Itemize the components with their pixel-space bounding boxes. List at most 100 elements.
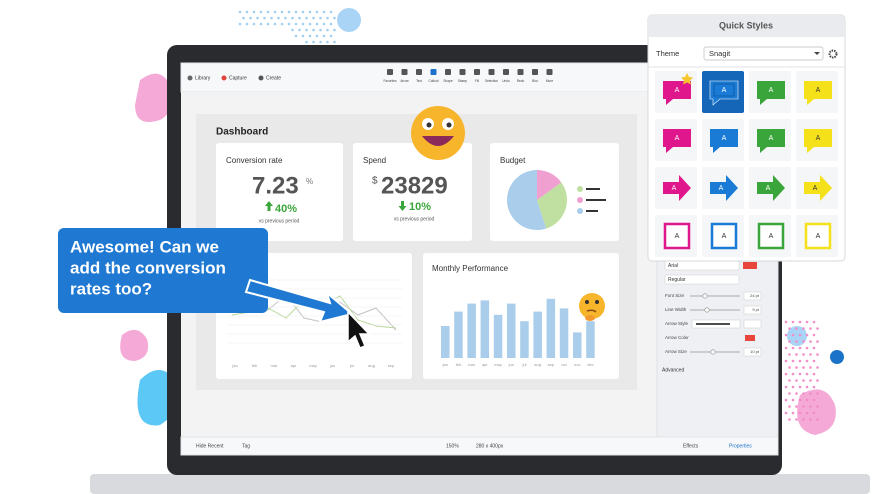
tool-icon[interactable] <box>474 69 480 75</box>
x-tick-label: sep <box>388 363 395 368</box>
dot <box>802 418 805 421</box>
color-swatch[interactable] <box>745 335 755 341</box>
dot <box>795 379 798 382</box>
status-item[interactable]: Hide Recent <box>196 443 224 449</box>
x-tick-label: sep <box>548 362 555 367</box>
dot <box>259 10 263 14</box>
status-item[interactable]: Properties <box>729 443 752 449</box>
tool-icon[interactable] <box>503 69 509 75</box>
tool-label[interactable]: Undo <box>502 79 510 83</box>
slider-knob[interactable] <box>710 349 716 355</box>
dot <box>795 366 798 369</box>
tool-label[interactable]: Shape <box>443 79 452 83</box>
callout-shape <box>757 129 785 153</box>
arrow-shape <box>663 175 691 201</box>
slider-knob[interactable] <box>704 307 710 313</box>
value-box[interactable] <box>743 291 762 301</box>
tool-icon[interactable] <box>488 69 495 75</box>
x-tick-label: jul <box>349 363 354 368</box>
tool-label[interactable]: More <box>546 79 553 83</box>
dot <box>795 353 798 356</box>
dot <box>301 10 305 14</box>
status-item[interactable]: 280 x 400px <box>476 443 504 449</box>
dot <box>791 359 795 363</box>
value-box[interactable] <box>743 347 762 357</box>
tile-text: A <box>769 135 774 142</box>
dot <box>287 10 291 14</box>
tool-label[interactable]: Selection <box>485 79 498 83</box>
dot <box>802 405 805 408</box>
toolbar-button[interactable]: Capture <box>229 75 247 81</box>
tool-label[interactable]: Stamp <box>458 79 467 83</box>
tool-label[interactable]: Favorites <box>383 79 397 83</box>
dot <box>312 40 315 44</box>
tool-icon[interactable] <box>517 69 524 75</box>
bar <box>493 314 503 358</box>
style-select[interactable] <box>743 319 762 329</box>
properties: Arial Regular Advanced Font Size 24 pt Lin… <box>662 260 762 373</box>
bar <box>467 303 476 358</box>
dot <box>788 379 791 382</box>
dot <box>329 10 333 14</box>
tool-icon[interactable] <box>430 69 437 75</box>
color-swatch[interactable] <box>743 262 757 269</box>
dot <box>284 16 287 20</box>
property-label: Arrow Style <box>665 321 689 326</box>
tool-icon[interactable] <box>532 69 538 75</box>
settings-icon[interactable] <box>828 49 838 59</box>
dot <box>805 320 809 324</box>
pie-chart <box>507 170 568 230</box>
toolbar-button[interactable]: Create <box>266 75 281 81</box>
value-box[interactable] <box>743 305 762 315</box>
tool-icon[interactable] <box>445 69 451 75</box>
property-value: 9 pt <box>752 307 760 312</box>
dot <box>802 392 805 395</box>
tile-text: A <box>722 233 727 240</box>
bar-chart: jan feb mar apr may jun jul aug sep oct nov dec <box>441 298 595 367</box>
dot <box>791 398 795 402</box>
select[interactable] <box>664 274 740 285</box>
tool-icon[interactable] <box>401 69 408 75</box>
status-item[interactable]: Tag <box>242 443 250 449</box>
dot <box>238 22 242 26</box>
dot <box>809 405 812 408</box>
dot <box>291 16 294 20</box>
dot <box>795 340 798 343</box>
tool-icon[interactable] <box>387 69 393 75</box>
advanced[interactable]: Advanced <box>662 367 684 373</box>
dot <box>798 385 802 389</box>
tool-icon[interactable] <box>546 69 553 75</box>
tool-label[interactable]: Text <box>416 79 422 83</box>
dot <box>242 16 245 20</box>
toolbar-button[interactable]: Library <box>195 75 211 81</box>
pie-slice <box>537 182 568 229</box>
dot <box>784 359 788 363</box>
bar <box>441 326 450 358</box>
panel-title: Quick Styles <box>719 20 773 30</box>
dot <box>812 411 816 415</box>
emoji-mouth <box>586 309 597 313</box>
dot <box>816 353 819 356</box>
arrow-shape <box>804 175 832 201</box>
weight-select: Regular <box>668 277 686 283</box>
status-item[interactable]: Effects <box>683 443 699 449</box>
x-tick-label: apr <box>482 362 488 367</box>
blob <box>787 326 807 346</box>
dot <box>287 22 291 26</box>
property-label: Font Size <box>665 293 685 298</box>
dot <box>322 34 326 38</box>
tool-icon[interactable] <box>416 69 422 75</box>
tool-label[interactable]: Callout <box>429 79 439 83</box>
dot <box>798 411 802 415</box>
dot <box>812 333 816 337</box>
tool-label[interactable]: Blur <box>532 79 539 83</box>
tool-icon[interactable] <box>459 69 466 75</box>
status-item[interactable]: 150% <box>446 443 459 449</box>
tool-label[interactable]: Arrow <box>400 79 409 83</box>
tool-label[interactable]: Redo <box>517 79 525 83</box>
bar <box>454 311 463 358</box>
dot <box>329 22 333 26</box>
tool-label[interactable]: Fill <box>475 79 479 83</box>
slider-knob[interactable] <box>702 293 708 299</box>
theme-select[interactable] <box>703 46 824 61</box>
